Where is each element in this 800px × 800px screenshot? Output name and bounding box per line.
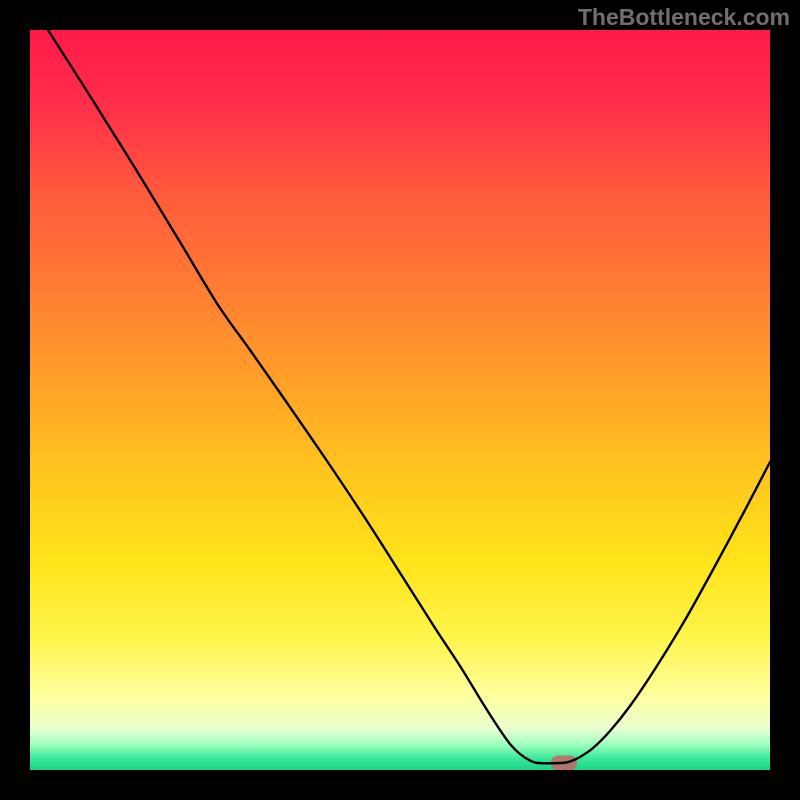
gradient-background xyxy=(30,30,770,770)
watermark-text: TheBottleneck.com xyxy=(578,4,790,31)
plot-area xyxy=(30,30,770,770)
chart-svg xyxy=(30,30,770,770)
chart-frame: TheBottleneck.com xyxy=(0,0,800,800)
